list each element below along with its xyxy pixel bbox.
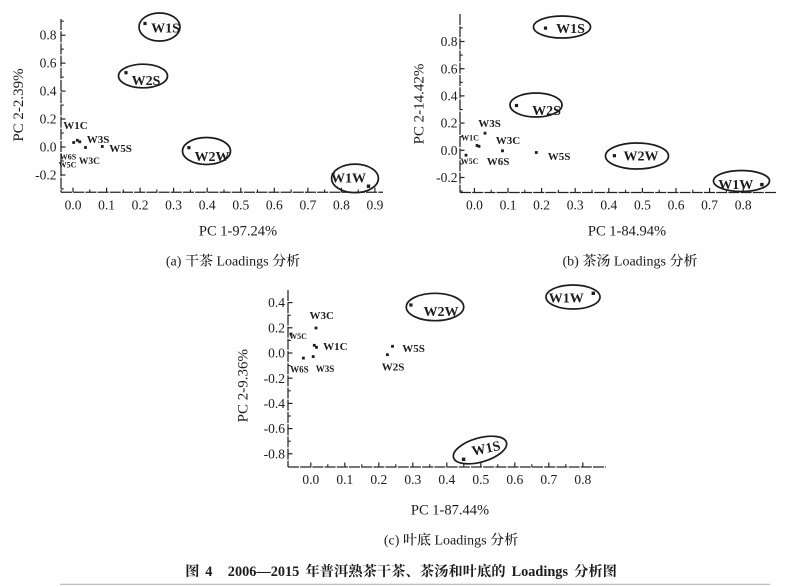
svg-text:-0.2: -0.2 xyxy=(436,170,457,185)
svg-text:PC 1-97.24%: PC 1-97.24% xyxy=(199,224,277,240)
svg-text:0.8: 0.8 xyxy=(441,34,458,49)
svg-text:0.8: 0.8 xyxy=(40,28,57,43)
svg-text:W5S: W5S xyxy=(548,151,571,163)
svg-text:W6S: W6S xyxy=(487,156,510,168)
svg-text:0.0: 0.0 xyxy=(40,140,57,155)
svg-text:0.1: 0.1 xyxy=(500,198,517,213)
svg-text:0.0: 0.0 xyxy=(466,198,483,213)
svg-text:0.5: 0.5 xyxy=(634,198,651,213)
svg-text:W1S: W1S xyxy=(151,21,180,36)
svg-text:W1W: W1W xyxy=(718,178,753,193)
svg-text:0.2: 0.2 xyxy=(370,472,387,487)
svg-text:(a): (a) xyxy=(166,255,182,270)
svg-text:W2W: W2W xyxy=(624,149,659,164)
svg-text:W3S: W3S xyxy=(316,364,335,374)
svg-text:-0.8: -0.8 xyxy=(264,446,286,461)
svg-text:-0.6: -0.6 xyxy=(264,421,286,436)
svg-text:4: 4 xyxy=(205,564,212,580)
svg-text:W1C: W1C xyxy=(461,134,479,143)
svg-text:-0.2: -0.2 xyxy=(35,168,56,183)
svg-text:0.4: 0.4 xyxy=(438,472,455,487)
svg-text:0.1: 0.1 xyxy=(98,198,115,213)
svg-text:0.4: 0.4 xyxy=(600,198,617,213)
svg-text:0.7: 0.7 xyxy=(540,472,557,487)
svg-text:PC 2-2.39%: PC 2-2.39% xyxy=(11,68,27,141)
svg-text:0.0: 0.0 xyxy=(268,346,285,361)
svg-text:2006—2015: 2006—2015 xyxy=(228,564,299,580)
svg-text:0.2: 0.2 xyxy=(268,320,285,335)
svg-text:0.6: 0.6 xyxy=(40,56,57,71)
svg-text:PC 2-14.42%: PC 2-14.42% xyxy=(412,64,428,145)
svg-text:0.4: 0.4 xyxy=(40,84,57,99)
svg-text:0.6: 0.6 xyxy=(668,198,685,213)
svg-text:Loadings: Loadings xyxy=(435,534,487,549)
svg-text:W2S: W2S xyxy=(132,74,161,89)
svg-text:0.6: 0.6 xyxy=(266,198,283,213)
svg-text:W2W: W2W xyxy=(195,150,230,165)
svg-text:W3S: W3S xyxy=(87,134,110,146)
svg-text:W5S: W5S xyxy=(109,143,132,155)
svg-text:Loadings: Loadings xyxy=(512,564,569,580)
svg-text:W5C: W5C xyxy=(59,160,77,169)
svg-text:0.4: 0.4 xyxy=(268,295,285,310)
svg-text:0.2: 0.2 xyxy=(441,116,458,131)
svg-text:W6S: W6S xyxy=(290,365,309,375)
svg-text:0.6: 0.6 xyxy=(441,61,458,76)
svg-text:0.8: 0.8 xyxy=(333,198,350,213)
svg-text:0.3: 0.3 xyxy=(404,472,421,487)
svg-text:W1C: W1C xyxy=(63,120,88,132)
svg-text:0.8: 0.8 xyxy=(574,472,591,487)
svg-text:Loadings: Loadings xyxy=(614,255,666,270)
svg-text:0.0: 0.0 xyxy=(302,472,319,487)
svg-text:W1S: W1S xyxy=(471,439,502,460)
svg-text:PC 1-84.94%: PC 1-84.94% xyxy=(588,224,666,240)
svg-text:W3C: W3C xyxy=(496,135,521,147)
svg-text:W3C: W3C xyxy=(79,157,100,167)
svg-text:W3C: W3C xyxy=(309,310,334,322)
svg-text:0.2: 0.2 xyxy=(40,112,57,127)
svg-text:0.1: 0.1 xyxy=(336,472,353,487)
svg-text:Loadings: Loadings xyxy=(217,255,269,270)
svg-text:0.7: 0.7 xyxy=(299,198,316,213)
svg-text:W1W: W1W xyxy=(549,292,584,307)
svg-text:PC 1-87.44%: PC 1-87.44% xyxy=(411,503,489,519)
svg-text:0.2: 0.2 xyxy=(533,198,550,213)
svg-text:W2S: W2S xyxy=(382,361,405,373)
svg-text:W3S: W3S xyxy=(478,118,501,130)
svg-text:-0.2: -0.2 xyxy=(264,371,285,386)
svg-text:W1S: W1S xyxy=(556,22,585,37)
svg-text:0.6: 0.6 xyxy=(506,472,523,487)
svg-text:0.8: 0.8 xyxy=(735,198,752,213)
svg-text:0.3: 0.3 xyxy=(567,198,584,213)
svg-text:W5C: W5C xyxy=(461,157,479,166)
svg-text:(b): (b) xyxy=(563,255,580,270)
svg-text:W1C: W1C xyxy=(323,341,348,353)
svg-text:0.4: 0.4 xyxy=(199,198,216,213)
svg-text:W5C: W5C xyxy=(289,332,307,341)
svg-text:W1W: W1W xyxy=(331,172,366,187)
svg-text:0.2: 0.2 xyxy=(132,198,149,213)
svg-text:(c): (c) xyxy=(384,534,400,549)
svg-text:0.9: 0.9 xyxy=(366,198,383,213)
svg-text:0.5: 0.5 xyxy=(232,198,249,213)
svg-text:W6S: W6S xyxy=(60,153,77,162)
svg-text:W2W: W2W xyxy=(424,305,459,320)
svg-text:0.7: 0.7 xyxy=(701,198,718,213)
svg-text:0.0: 0.0 xyxy=(441,143,458,158)
svg-text:0.5: 0.5 xyxy=(472,472,489,487)
svg-text:0.3: 0.3 xyxy=(165,198,182,213)
svg-text:PC 2-9.36%: PC 2-9.36% xyxy=(236,349,252,422)
svg-text:0.4: 0.4 xyxy=(441,89,458,104)
svg-text:W5S: W5S xyxy=(402,343,425,355)
svg-text:W2S: W2S xyxy=(532,104,561,119)
svg-text:-0.4: -0.4 xyxy=(264,396,286,411)
svg-text:0.0: 0.0 xyxy=(65,198,82,213)
